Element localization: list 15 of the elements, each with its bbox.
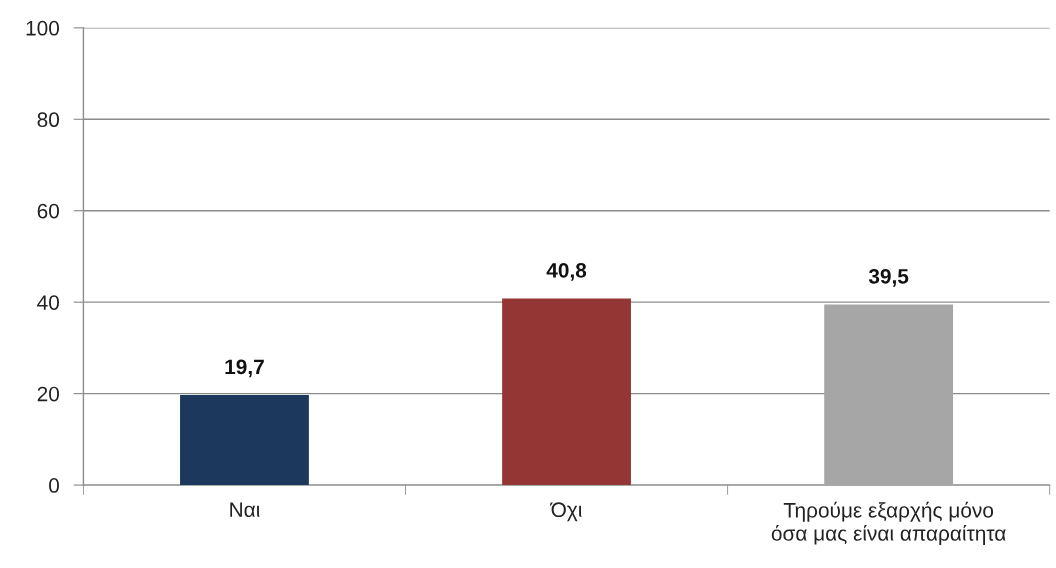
data-label: 39,5: [868, 268, 909, 287]
x-tick-label: Τηρούμε εξαρχής μόνο όσα μας είναι απαραίτητα: [771, 501, 1006, 545]
y-tick-label: 80: [37, 112, 59, 128]
x-tick-label: Ναι: [230, 502, 260, 518]
y-tick-label: 40: [37, 295, 59, 310]
data-label: 40,8: [546, 262, 587, 281]
bar: [824, 304, 954, 486]
x-tick-label: Όχι: [550, 502, 582, 522]
bar: [502, 298, 631, 486]
bar: [180, 395, 309, 486]
y-tick-label: 100: [26, 20, 59, 36]
y-tick-label: 60: [37, 203, 59, 219]
y-tick-label: 0: [49, 478, 59, 493]
y-tick-label: 20: [37, 386, 59, 402]
data-label: 19,7: [225, 359, 264, 378]
